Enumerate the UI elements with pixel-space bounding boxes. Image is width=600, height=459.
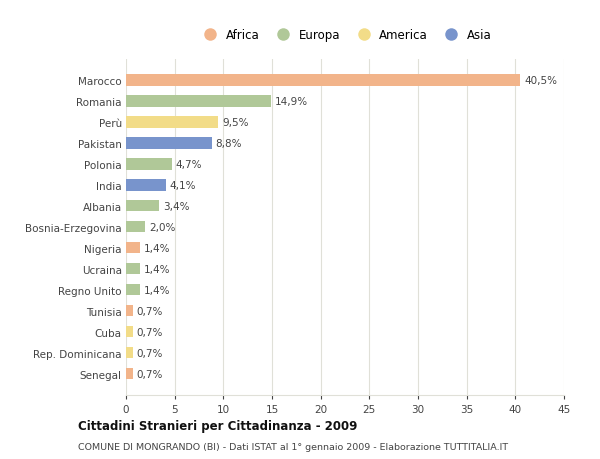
Bar <box>126 368 133 380</box>
Text: 1,4%: 1,4% <box>143 243 170 253</box>
Text: 9,5%: 9,5% <box>223 118 249 128</box>
Text: Cittadini Stranieri per Cittadinanza - 2009: Cittadini Stranieri per Cittadinanza - 2… <box>78 419 358 432</box>
Text: 1,4%: 1,4% <box>143 264 170 274</box>
Bar <box>126 75 520 86</box>
Legend: Africa, Europa, America, Asia: Africa, Europa, America, Asia <box>199 29 491 42</box>
Bar <box>126 138 212 149</box>
Bar <box>126 326 133 338</box>
Bar <box>126 263 140 275</box>
Bar <box>126 305 133 317</box>
Text: 0,7%: 0,7% <box>137 306 163 316</box>
Bar <box>126 96 271 107</box>
Text: 4,7%: 4,7% <box>176 159 202 169</box>
Bar <box>126 347 133 358</box>
Bar <box>126 242 140 254</box>
Bar <box>126 179 166 191</box>
Bar <box>126 159 172 170</box>
Text: 0,7%: 0,7% <box>137 348 163 358</box>
Text: 4,1%: 4,1% <box>170 180 196 190</box>
Text: 1,4%: 1,4% <box>143 285 170 295</box>
Text: 40,5%: 40,5% <box>524 76 557 86</box>
Bar <box>126 221 145 233</box>
Text: 14,9%: 14,9% <box>275 96 308 106</box>
Text: 8,8%: 8,8% <box>215 139 242 148</box>
Bar <box>126 201 159 212</box>
Bar <box>126 117 218 128</box>
Text: 3,4%: 3,4% <box>163 202 190 211</box>
Text: COMUNE DI MONGRANDO (BI) - Dati ISTAT al 1° gennaio 2009 - Elaborazione TUTTITAL: COMUNE DI MONGRANDO (BI) - Dati ISTAT al… <box>78 442 508 451</box>
Bar <box>126 284 140 296</box>
Text: 2,0%: 2,0% <box>149 222 176 232</box>
Text: 0,7%: 0,7% <box>137 369 163 379</box>
Text: 0,7%: 0,7% <box>137 327 163 337</box>
